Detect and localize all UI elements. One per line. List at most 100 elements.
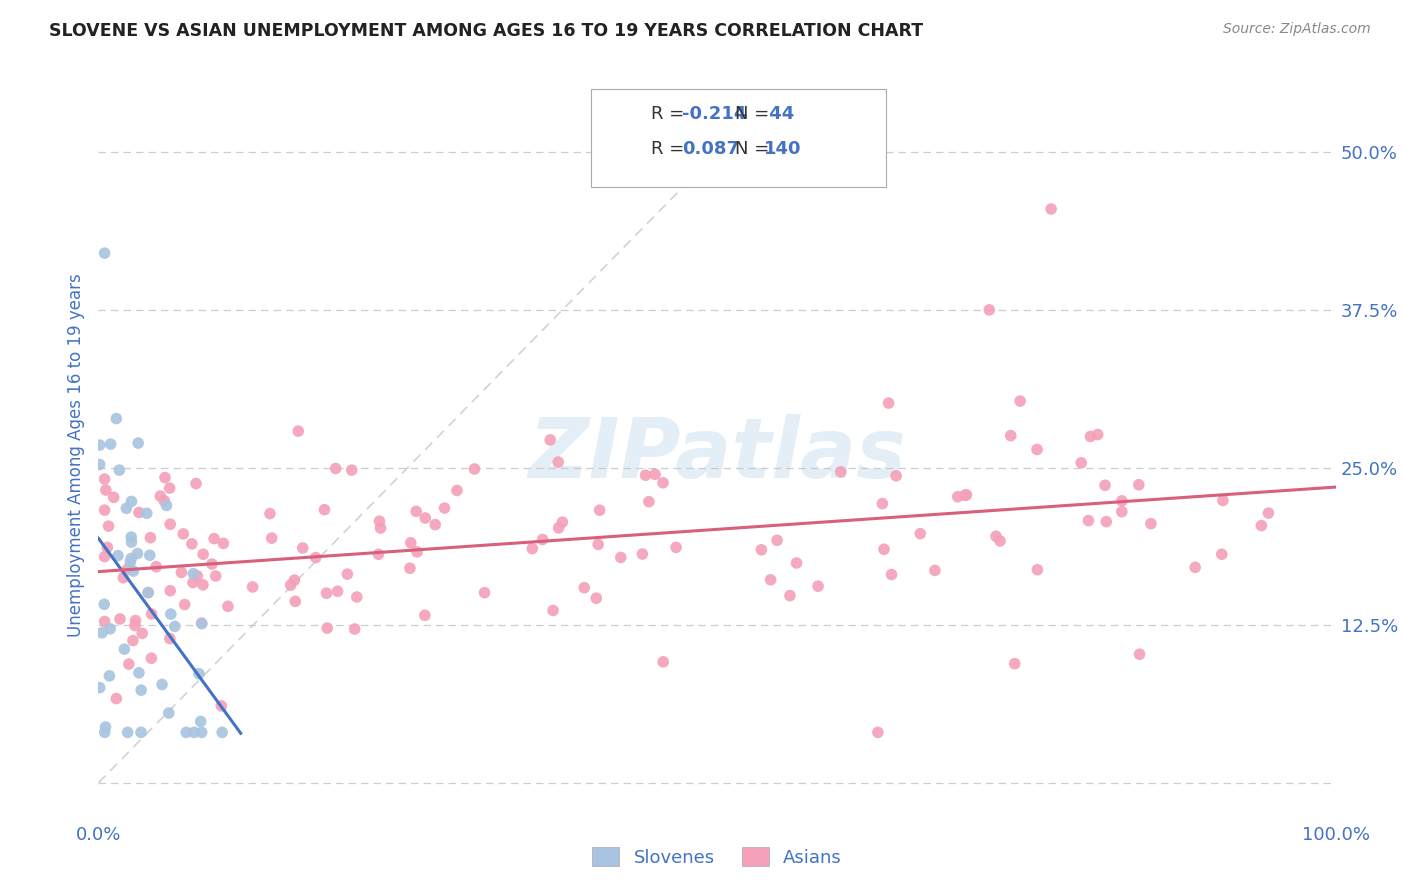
Point [112, 642, 135, 657]
Point [117, 725, 139, 739]
Point [121, 494, 143, 508]
Point [94, 483, 117, 497]
Point [336, 567, 359, 582]
Point [588, 503, 610, 517]
Point [121, 535, 143, 549]
Point [163, 619, 186, 633]
Point [201, 557, 224, 571]
Point [446, 483, 468, 498]
Point [103, 491, 125, 505]
Point [1026, 563, 1049, 577]
Point [89, 681, 111, 695]
Point [786, 556, 808, 570]
Point [953, 488, 976, 502]
Point [1111, 505, 1133, 519]
Point [100, 437, 122, 451]
Point [586, 537, 609, 551]
Point [585, 591, 607, 606]
Point [191, 616, 214, 631]
Point [751, 542, 773, 557]
Point [159, 481, 181, 495]
Point [94, 720, 117, 734]
Point [413, 511, 436, 525]
Point [112, 571, 135, 585]
Point [211, 725, 233, 739]
Point [305, 550, 328, 565]
Point [93, 597, 115, 611]
Point [634, 468, 657, 483]
Point [93, 503, 115, 517]
Point [425, 517, 447, 532]
Y-axis label: Unemployment Among Ages 16 to 19 years: Unemployment Among Ages 16 to 19 years [66, 273, 84, 637]
Point [884, 468, 907, 483]
Point [141, 607, 163, 621]
Point [287, 424, 309, 438]
Point [877, 396, 900, 410]
Point [284, 594, 307, 608]
Point [283, 573, 305, 587]
Point [183, 566, 205, 581]
Point [433, 501, 456, 516]
Point [90, 625, 112, 640]
Text: 44: 44 [763, 105, 794, 123]
Point [105, 411, 128, 425]
Point [665, 541, 688, 555]
Point [181, 575, 204, 590]
Point [399, 561, 422, 575]
Point [180, 537, 202, 551]
Point [807, 579, 830, 593]
Point [1140, 516, 1163, 531]
Point [1000, 428, 1022, 442]
Point [93, 549, 115, 564]
Point [93, 472, 115, 486]
Point [120, 551, 142, 566]
Text: -0.214: -0.214 [682, 105, 747, 123]
Point [159, 632, 181, 646]
Point [122, 564, 145, 578]
Point [574, 581, 596, 595]
Point [98, 622, 121, 636]
Point [1095, 515, 1118, 529]
Point [315, 586, 337, 600]
Point [129, 683, 152, 698]
Point [217, 599, 239, 614]
Point [1128, 647, 1150, 661]
Text: 0.087: 0.087 [682, 140, 740, 158]
Point [136, 585, 159, 599]
Point [988, 533, 1011, 548]
Point [1184, 560, 1206, 574]
Point [541, 603, 564, 617]
Point [108, 463, 131, 477]
Point [204, 569, 226, 583]
Point [291, 541, 314, 555]
Point [955, 488, 977, 502]
Point [191, 578, 214, 592]
Point [107, 549, 129, 563]
Point [98, 669, 121, 683]
Point [190, 725, 212, 739]
Point [368, 514, 391, 528]
Point [1087, 427, 1109, 442]
Point [1080, 429, 1102, 443]
Legend: Slovenes, Asians: Slovenes, Asians [585, 840, 849, 874]
Point [547, 455, 569, 469]
Point [314, 502, 336, 516]
Point [1040, 202, 1063, 216]
Point [212, 536, 235, 550]
Point [340, 463, 363, 477]
Point [766, 533, 789, 548]
Point [128, 665, 150, 680]
Point [89, 458, 111, 472]
Point [149, 489, 172, 503]
Point [153, 493, 176, 508]
Point [979, 302, 1001, 317]
Point [153, 470, 176, 484]
Point [93, 246, 115, 260]
Point [405, 504, 427, 518]
Point [139, 548, 162, 562]
Point [188, 666, 211, 681]
Point [209, 698, 232, 713]
Point [531, 533, 554, 547]
Point [159, 517, 181, 532]
Point [174, 725, 197, 739]
